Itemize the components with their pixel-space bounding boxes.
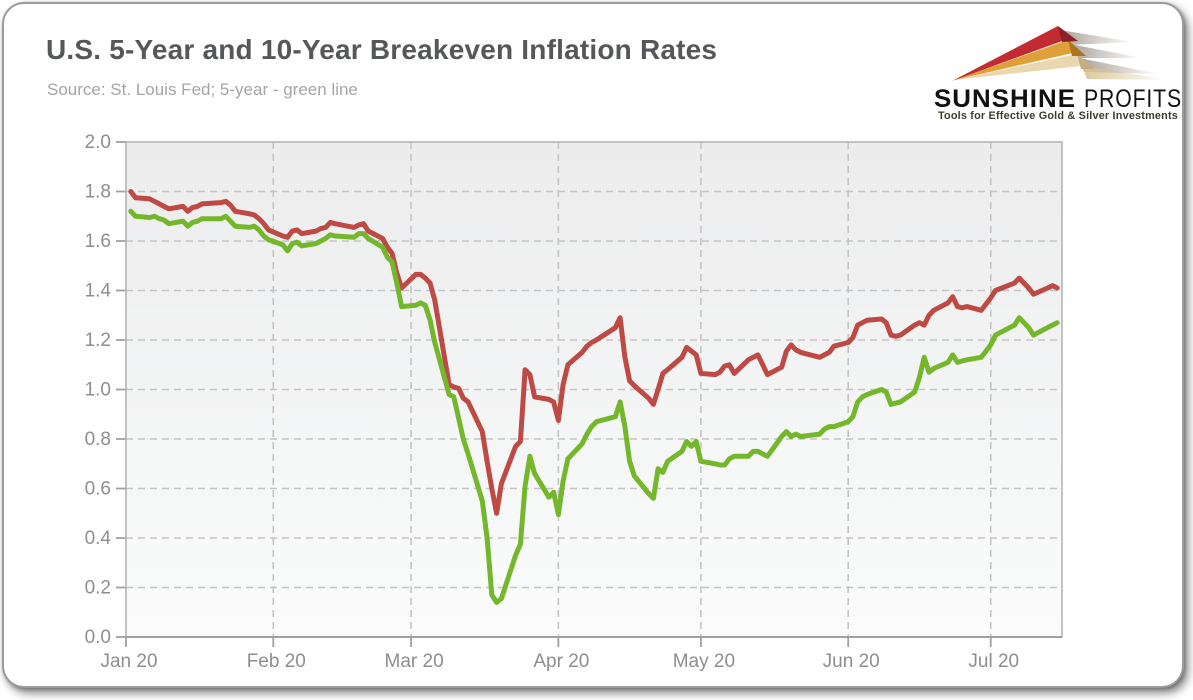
series-line-10-year (128, 189, 1060, 516)
chart-card: U.S. 5-Year and 10-Year Breakeven Inflat… (2, 2, 1184, 688)
ray-shadow-icon (1082, 66, 1170, 80)
page-title: U.S. 5-Year and 10-Year Breakeven Inflat… (46, 34, 718, 65)
y-axis-label: 0.8 (85, 429, 111, 450)
y-axis-label: 0.2 (85, 578, 111, 599)
logo-tagline: Tools for Effective Gold & Silver Invest… (938, 110, 1178, 120)
x-axis-label: Jun 20 (823, 651, 880, 672)
y-axis-label: 2.0 (85, 132, 111, 153)
x-axis-label: Jul 20 (968, 651, 1019, 672)
logo-brand-regular: PROFITS (1084, 85, 1182, 113)
ray-shadow-icon (1060, 30, 1134, 45)
x-axis-label: Mar 20 (385, 651, 444, 672)
logo-ray-gold-icon (954, 40, 1073, 80)
breakeven-inflation-chart: 2.0 1.8 1.6 1.4 1.2 1.0 0.8 0.6 0.4 0.2 0.0 Jan 20 F… (85, 132, 1063, 672)
y-axis-label: 1.0 (85, 380, 111, 401)
logo-ray-gold-tip-icon (1068, 40, 1086, 56)
x-axis-label: Apr 20 (533, 651, 589, 672)
logo-ray-cream-tip-icon (1077, 54, 1094, 69)
y-axis-label: 0.4 (85, 528, 112, 549)
source-note: Source: St. Louis Fed; 5-year - green li… (47, 80, 358, 99)
y-axis-label: 0.6 (85, 479, 111, 500)
series-line-5-year (128, 208, 1060, 605)
logo-ray-red-tip-icon (1058, 26, 1078, 42)
x-axis-label: Feb 20 (247, 651, 306, 672)
logo-brand-bold: SUNSHINE (934, 85, 1076, 113)
sunshine-profits-logo: SUNSHINE PROFITS Tools for Effective Gol… (932, 16, 1184, 120)
logo-ray-red-icon (952, 26, 1065, 81)
y-axis-label: 1.6 (85, 231, 111, 252)
logo-ray-cream-icon (954, 54, 1081, 80)
y-axis-label: 1.4 (85, 281, 112, 302)
y-axis-label: 1.2 (85, 330, 111, 351)
x-axis-label: May 20 (673, 651, 735, 672)
logo-graphic: SUNSHINE PROFITS Tools for Effective Gol… (934, 26, 1182, 120)
y-axis-label: 0.0 (85, 627, 111, 648)
x-axis-label: Jan 20 (100, 651, 157, 672)
ray-shadow-icon (1070, 44, 1142, 58)
y-axis-label: 1.8 (85, 182, 111, 203)
